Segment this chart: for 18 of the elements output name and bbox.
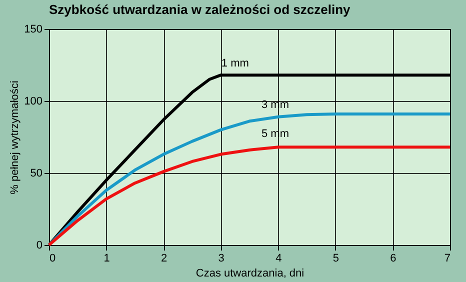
series-label: 1 mm (221, 57, 249, 70)
x-tick-label: 2 (161, 252, 168, 264)
x-tick-label: 1 (104, 252, 110, 264)
x-tick-label: 7 (444, 252, 450, 264)
y-tick-label: 0 (36, 240, 42, 252)
y-axis-title: % pełnej wytrzymałości (9, 80, 22, 194)
line-series (48, 146, 452, 246)
line-series (48, 112, 452, 246)
x-tick-label: 4 (276, 252, 282, 264)
x-tick-label: 5 (332, 252, 339, 264)
y-tick-label: 50 (30, 168, 42, 180)
x-tick-label: 6 (390, 252, 396, 264)
y-tick-label: 150 (24, 24, 42, 36)
y-tick-label: 100 (24, 96, 42, 108)
x-tick-label: 3 (218, 252, 224, 264)
x-tick-label: 0 (50, 252, 56, 264)
x-axis-title: Czas utwardzania, dni (196, 268, 304, 280)
chart-title: Szybkość utwardzania w zależności od szczeliny (49, 2, 352, 17)
